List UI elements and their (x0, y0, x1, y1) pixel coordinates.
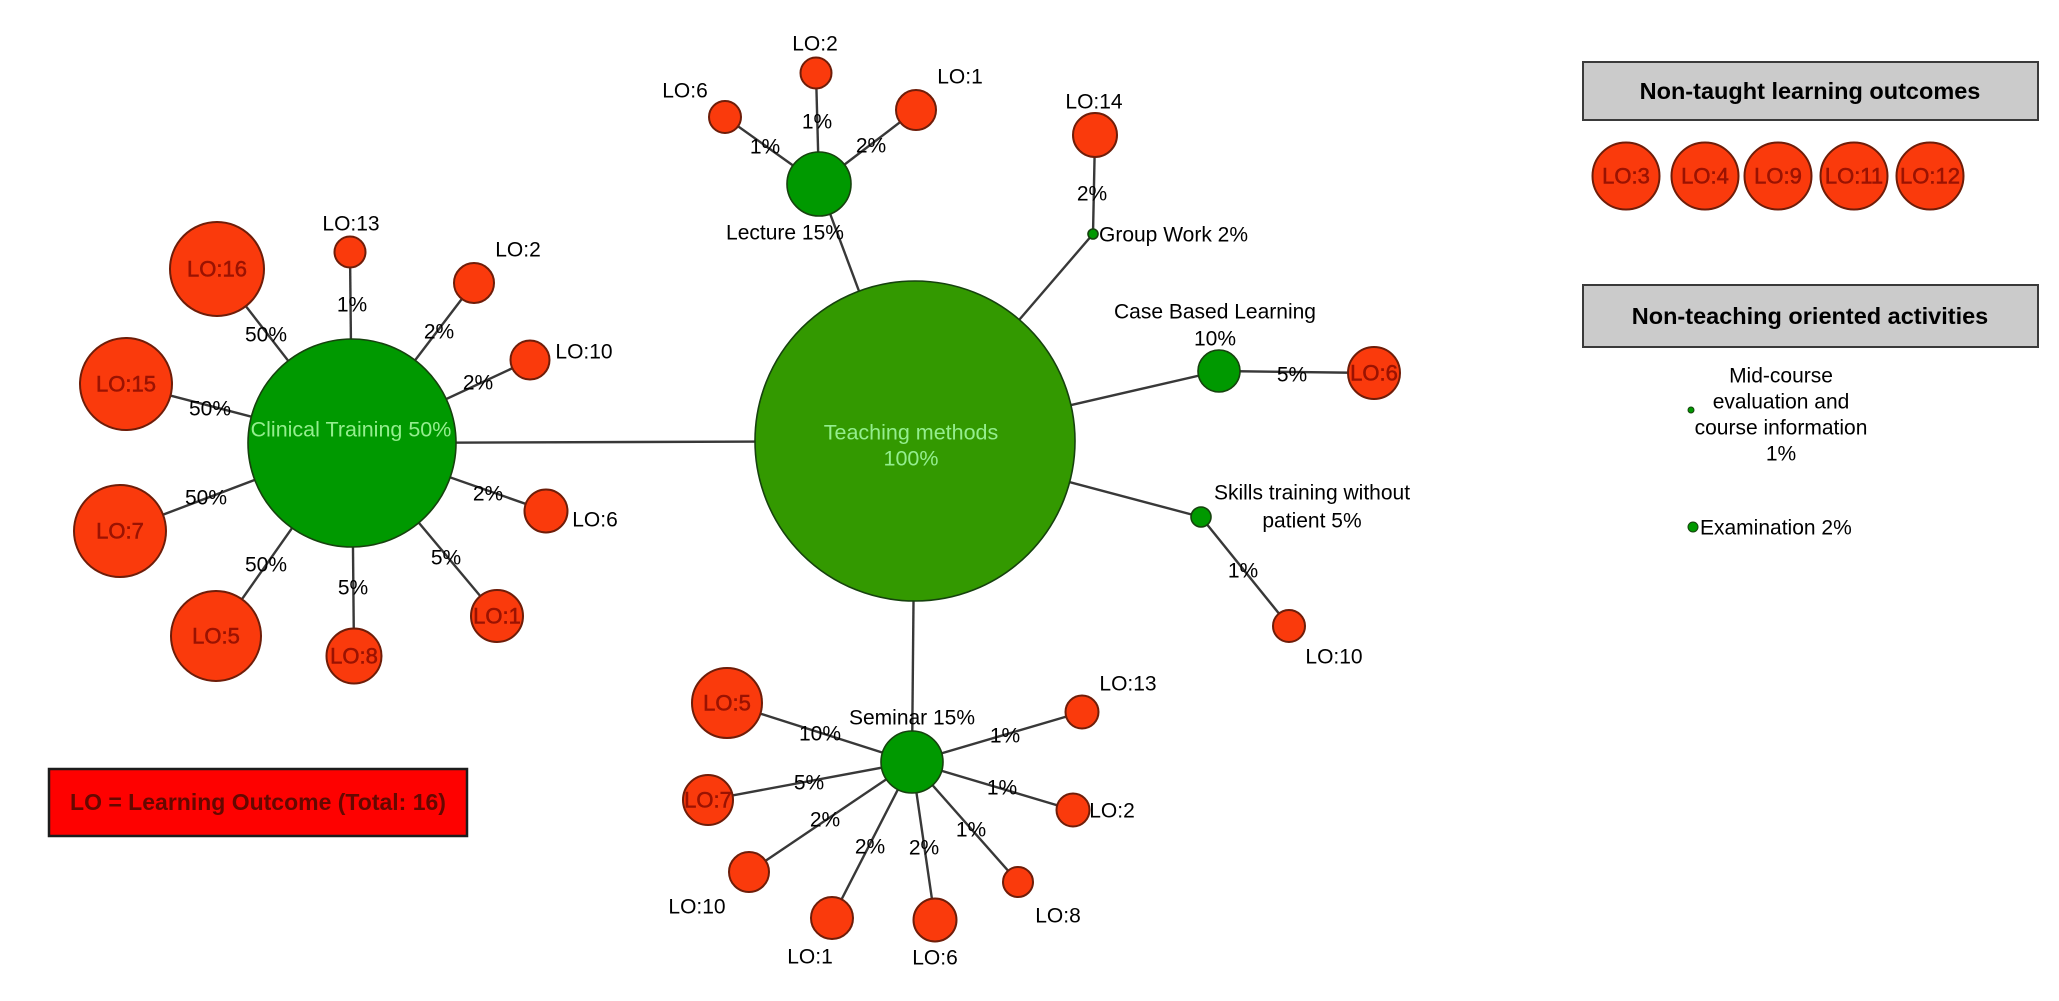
svg-text:LO:7: LO:7 (684, 788, 732, 813)
svg-text:patient 5%: patient 5% (1262, 510, 1361, 533)
svg-text:LO:2: LO:2 (1089, 800, 1135, 823)
svg-text:1%: 1% (990, 725, 1020, 748)
svg-text:LO:2: LO:2 (792, 33, 838, 56)
svg-text:Examination 2%: Examination 2% (1700, 517, 1852, 540)
svg-text:50%: 50% (245, 554, 287, 577)
svg-text:LO:10: LO:10 (555, 341, 612, 364)
svg-text:LO:6: LO:6 (912, 947, 958, 970)
svg-text:LO:6: LO:6 (662, 80, 708, 103)
svg-text:LO:16: LO:16 (187, 257, 247, 282)
svg-text:1%: 1% (750, 136, 780, 159)
svg-text:2%: 2% (856, 135, 886, 158)
svg-text:LO:13: LO:13 (1099, 673, 1156, 696)
svg-text:Skills training without: Skills training without (1214, 482, 1410, 505)
svg-text:LO:8: LO:8 (1035, 905, 1081, 928)
svg-text:2%: 2% (810, 809, 840, 832)
svg-text:2%: 2% (1077, 183, 1107, 206)
svg-text:LO:6: LO:6 (572, 509, 618, 532)
svg-text:LO:12: LO:12 (1900, 164, 1960, 189)
svg-text:1%: 1% (337, 294, 367, 317)
svg-text:LO:10: LO:10 (1305, 646, 1362, 669)
svg-text:50%: 50% (189, 398, 231, 421)
svg-text:1%: 1% (1766, 443, 1796, 466)
svg-text:LO:8: LO:8 (330, 644, 378, 669)
svg-text:2%: 2% (424, 321, 454, 344)
svg-text:5%: 5% (794, 772, 824, 795)
svg-text:LO:1: LO:1 (937, 66, 983, 89)
svg-text:LO = Learning Outcome (Total:: LO = Learning Outcome (Total: 16) (70, 789, 446, 815)
svg-text:LO:1: LO:1 (787, 946, 833, 969)
svg-text:LO:6: LO:6 (1350, 361, 1398, 386)
svg-text:2%: 2% (473, 483, 503, 506)
svg-text:1%: 1% (1228, 560, 1258, 583)
svg-text:LO:3: LO:3 (1602, 164, 1650, 189)
svg-text:Clinical Training 50%: Clinical Training 50% (251, 418, 452, 442)
svg-text:LO:10: LO:10 (668, 896, 725, 919)
svg-text:Teaching methods: Teaching methods (824, 421, 999, 445)
svg-text:Case Based Learning: Case Based Learning (1114, 301, 1316, 324)
svg-text:course information: course information (1695, 417, 1868, 440)
svg-text:LO:13: LO:13 (322, 213, 379, 236)
svg-text:2%: 2% (855, 836, 885, 859)
svg-text:LO:4: LO:4 (1681, 164, 1729, 189)
svg-text:Mid-course: Mid-course (1729, 365, 1833, 388)
svg-text:LO:7: LO:7 (96, 519, 144, 544)
svg-text:LO:9: LO:9 (1754, 164, 1802, 189)
svg-text:Group Work 2%: Group Work 2% (1099, 224, 1248, 247)
svg-text:LO:1: LO:1 (473, 604, 521, 629)
svg-text:Non-taught learning outcomes: Non-taught learning outcomes (1640, 78, 1981, 104)
svg-text:2%: 2% (909, 837, 939, 860)
svg-text:5%: 5% (1277, 364, 1307, 387)
svg-text:evaluation and: evaluation and (1713, 391, 1850, 414)
svg-text:LO:5: LO:5 (192, 624, 240, 649)
svg-text:1%: 1% (802, 111, 832, 134)
svg-text:5%: 5% (338, 577, 368, 600)
svg-text:LO:15: LO:15 (96, 372, 156, 397)
svg-text:LO:2: LO:2 (495, 239, 541, 262)
svg-text:Non-teaching oriented activiti: Non-teaching oriented activities (1632, 303, 1988, 329)
svg-text:LO:14: LO:14 (1065, 91, 1123, 114)
svg-text:100%: 100% (884, 447, 939, 471)
svg-text:10%: 10% (1194, 328, 1236, 351)
svg-text:1%: 1% (956, 819, 986, 842)
svg-text:5%: 5% (431, 547, 461, 570)
svg-text:LO:11: LO:11 (1825, 164, 1883, 189)
svg-text:50%: 50% (245, 324, 287, 347)
svg-text:Seminar 15%: Seminar 15% (849, 707, 975, 730)
svg-text:1%: 1% (987, 777, 1017, 800)
svg-text:Lecture 15%: Lecture 15% (726, 222, 844, 245)
svg-text:LO:5: LO:5 (703, 691, 751, 716)
svg-text:2%: 2% (463, 372, 493, 395)
svg-text:50%: 50% (185, 487, 227, 510)
svg-text:10%: 10% (799, 723, 841, 746)
